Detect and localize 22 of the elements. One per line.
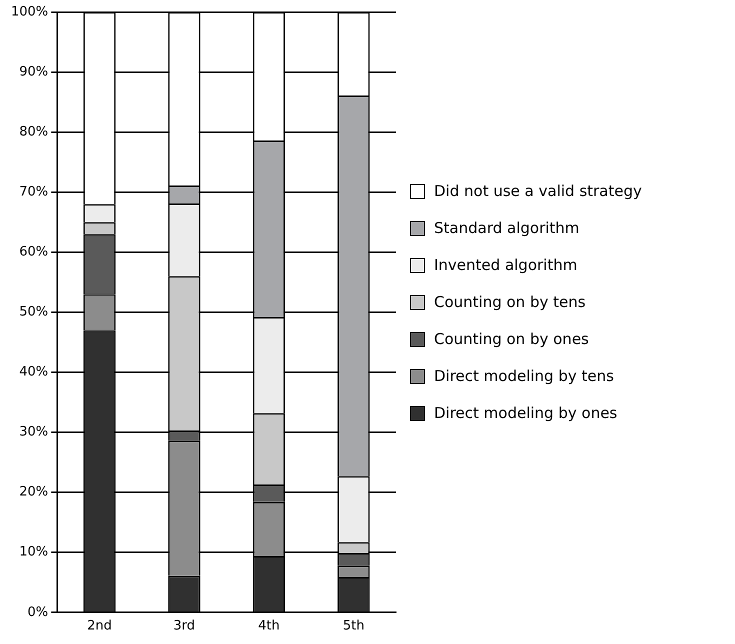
legend-label: Standard algorithm bbox=[434, 219, 580, 237]
y-tick-label: 20% bbox=[19, 484, 48, 500]
text: Did not use a valid strategy bbox=[434, 182, 642, 200]
legend-label: Direct modeling by tens bbox=[434, 367, 614, 385]
y-tick-label: 100% bbox=[10, 4, 48, 20]
y-tick-label: 90% bbox=[19, 64, 48, 80]
legend-label: Direct modeling by ones bbox=[434, 404, 618, 422]
legend-label: Counting on by tens bbox=[434, 293, 586, 311]
y-tick-label: 80% bbox=[19, 124, 48, 140]
x-tick-label: 3rd bbox=[173, 618, 196, 634]
y-tick-label: 50% bbox=[19, 304, 48, 320]
y-tick-label: 30% bbox=[19, 424, 48, 440]
legend-label: Invented algorithm bbox=[434, 256, 578, 274]
x-tick-label: 4th bbox=[258, 618, 280, 634]
y-tick-label: 70% bbox=[19, 184, 48, 200]
x-tick-label: 5th bbox=[342, 618, 364, 634]
y-tick-label: 40% bbox=[19, 364, 48, 380]
legend-label: Counting on by ones bbox=[434, 330, 589, 348]
y-tick-label: 0% bbox=[28, 604, 48, 620]
y-tick-label: 60% bbox=[19, 244, 48, 260]
y-tick-label: 10% bbox=[19, 544, 48, 560]
x-tick-label: 2nd bbox=[87, 618, 112, 634]
